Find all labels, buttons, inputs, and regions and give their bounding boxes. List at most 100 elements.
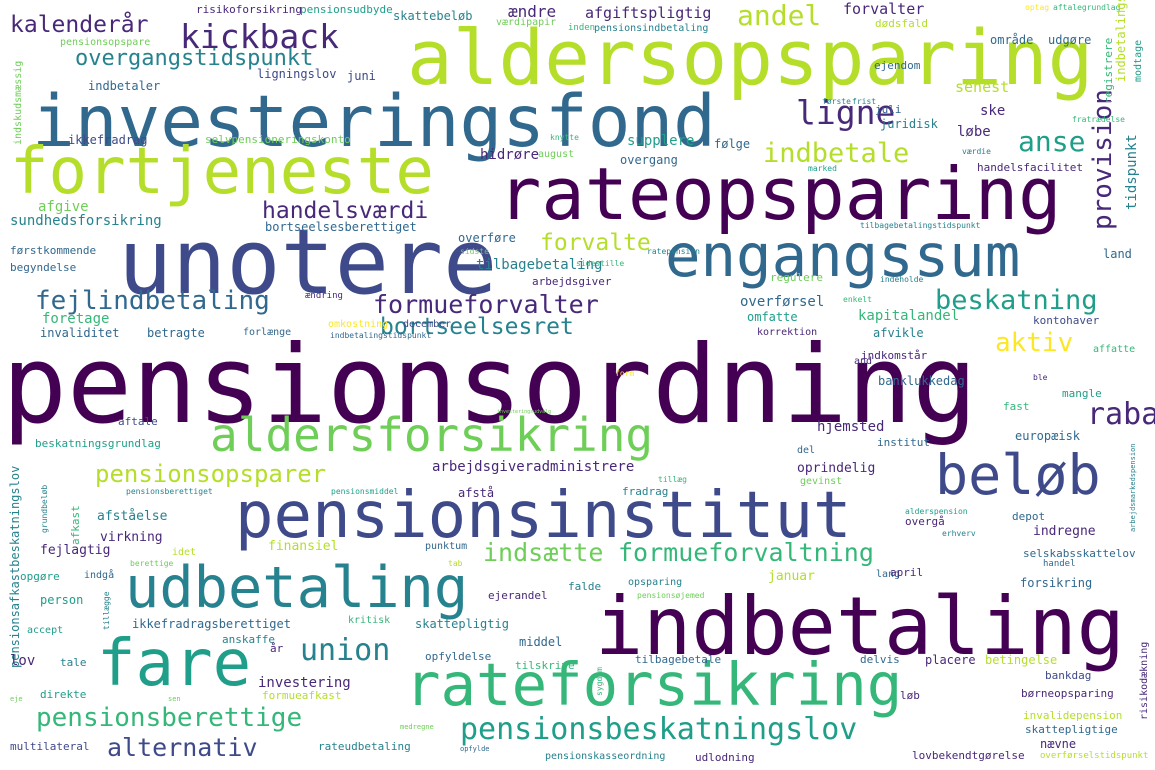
word: pensionsbeskatningslov xyxy=(460,712,858,747)
word: kontohaver xyxy=(1033,314,1100,327)
word: affatte xyxy=(1093,344,1136,355)
word: bortseelsesret xyxy=(380,314,574,340)
word: pensionsberettige xyxy=(36,703,303,733)
word: pensionsøjemed xyxy=(637,591,705,600)
word: aldersopsparing xyxy=(407,13,1094,102)
word: fast xyxy=(1003,400,1030,413)
word: ligne xyxy=(796,93,896,132)
word: opfyldelse xyxy=(425,650,492,663)
word: engangssum xyxy=(665,221,1021,290)
word: overgå xyxy=(905,515,945,528)
word: indskudsmæssig xyxy=(13,60,24,145)
word: pensionsindbetaling xyxy=(594,23,709,34)
word: omkostning xyxy=(328,319,389,330)
word: aftale xyxy=(118,415,158,428)
word: pensionsberettiget xyxy=(126,487,213,496)
word: andel xyxy=(737,0,822,32)
word: indbetalingstidspunkt xyxy=(330,331,432,340)
word: handelsfacilitet xyxy=(977,161,1083,174)
word: fejlindbetaling xyxy=(35,286,270,316)
word: selvpensioneringskonto xyxy=(205,133,351,146)
word: supplere xyxy=(627,133,695,149)
word: pensionsafkastbeskatningslov xyxy=(8,465,22,668)
word: frist xyxy=(852,97,877,106)
word: ændring xyxy=(305,291,343,301)
word: falde xyxy=(568,580,602,593)
word: udbetaling xyxy=(125,555,469,621)
word: registrere xyxy=(1102,37,1115,104)
word: formueforvalter xyxy=(373,290,599,319)
word: overførselstidspunkt xyxy=(1040,751,1149,761)
word: knytte xyxy=(550,133,579,142)
word: afgive xyxy=(38,199,89,215)
word: indregne xyxy=(1033,524,1096,539)
word: fradrag xyxy=(622,485,669,498)
word: gevinst xyxy=(800,476,843,487)
word: afståelse xyxy=(97,509,168,524)
word: løbe xyxy=(957,124,991,140)
word: indbetalingslov xyxy=(1114,0,1128,82)
word: forvalte xyxy=(540,230,651,256)
word: eje xyxy=(10,695,23,703)
word: pensionskasseordning xyxy=(545,751,666,762)
word: form xyxy=(615,369,635,378)
word: risikodækning xyxy=(1139,641,1150,720)
word: ikkefradragsberettiget xyxy=(132,617,291,631)
word: land xyxy=(1103,247,1132,261)
word: lov xyxy=(10,653,36,669)
word: afvikle xyxy=(873,326,924,340)
word: institut xyxy=(877,436,930,449)
word: afkast xyxy=(69,505,82,545)
word: bortseelsesberettiget xyxy=(265,220,417,234)
word: afstå xyxy=(458,486,495,500)
word: risikoforsikring xyxy=(196,3,302,16)
word: oprindelig xyxy=(797,461,876,476)
word: beskatning xyxy=(935,285,1098,316)
word: december xyxy=(403,319,452,330)
word: betragte xyxy=(147,326,205,340)
word: indkomstår xyxy=(861,349,928,362)
word: omfatte xyxy=(747,310,798,324)
word: hidrøre xyxy=(480,147,540,163)
word: anskaffe xyxy=(222,633,275,646)
word: multilateral xyxy=(10,740,90,753)
word: ble xyxy=(1033,373,1048,382)
word: optag xyxy=(1025,3,1050,12)
word: del xyxy=(797,445,816,456)
word: fare xyxy=(97,627,252,701)
word: indsætte xyxy=(483,538,604,567)
word: punktum xyxy=(425,541,468,552)
word: idet xyxy=(172,547,197,558)
word: mangle xyxy=(1062,387,1102,400)
word: nævne xyxy=(1040,737,1077,751)
word: ske xyxy=(980,103,1006,119)
word: ligningslov xyxy=(257,67,337,81)
word: europæisk xyxy=(1015,429,1081,443)
word: tillægge xyxy=(102,591,111,630)
word: hjemsted xyxy=(817,419,885,435)
word: aftalegrundlag xyxy=(1053,3,1121,12)
word: kapitalandel xyxy=(858,308,960,324)
word: lovbekendtgørelse xyxy=(912,749,1025,762)
word: tilbagebetale xyxy=(635,653,722,666)
word: pensionsudbyde xyxy=(300,3,393,16)
word: indbetaler xyxy=(88,79,161,93)
word: selskabsskattelov xyxy=(1023,547,1136,560)
word: værdipapir xyxy=(496,17,557,28)
word: sidestille xyxy=(576,259,625,268)
word: udgøre xyxy=(1048,33,1092,47)
word: ejendom xyxy=(874,59,921,72)
word: berettige xyxy=(130,559,174,568)
word: ikkefradrag xyxy=(68,133,148,147)
word: tilbagebetaling xyxy=(476,257,603,273)
word: overgang xyxy=(620,153,678,167)
word: forvalter xyxy=(843,0,925,18)
word: skattebeløb xyxy=(393,9,473,23)
word: begyndelse xyxy=(10,261,77,274)
word: placere xyxy=(925,653,976,667)
word: forlænge xyxy=(243,327,292,338)
word: pensionsmiddel xyxy=(331,487,399,496)
word: bankdag xyxy=(1045,669,1092,682)
word: provision xyxy=(1088,89,1118,230)
